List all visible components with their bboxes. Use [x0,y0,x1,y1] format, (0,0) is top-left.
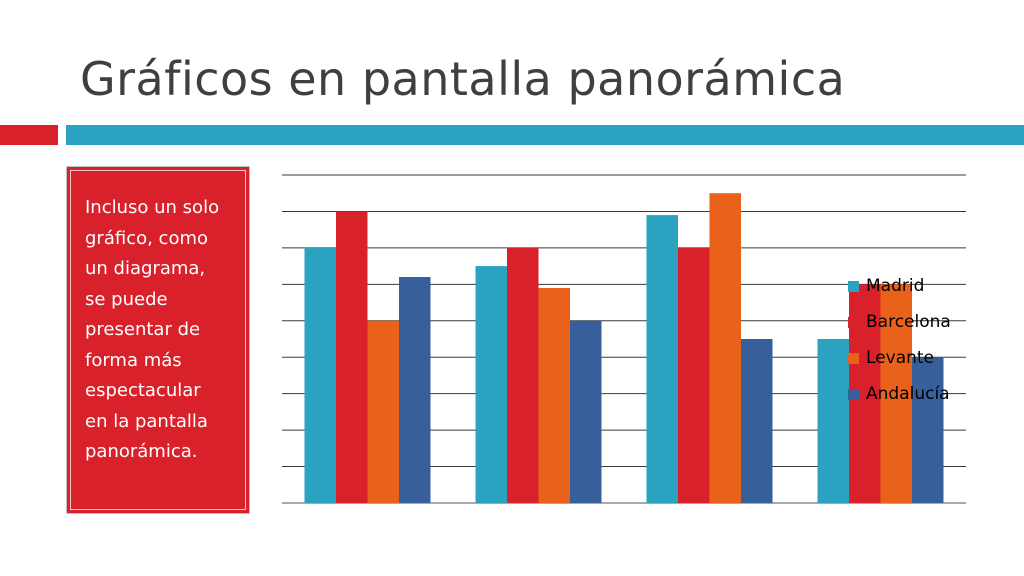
bar [817,339,849,503]
bar [880,284,912,503]
bar [646,215,678,503]
bar [475,266,507,503]
slide-title: Gráficos en pantalla panorámica [80,52,846,106]
legend-label: Madrid [866,276,924,296]
bar [678,247,710,503]
legend-swatch [848,317,859,328]
callout-text: Incluso un solo gráfico, como un diagram… [85,197,220,462]
bar [507,247,539,503]
bar [912,357,944,503]
bar [538,288,570,503]
bar [304,247,336,503]
legend-swatch [848,353,859,364]
legend-label: Levante [866,348,934,368]
legend-label: Andalucía [866,384,950,404]
legend-swatch [848,389,859,400]
bar [367,320,399,503]
bar [709,193,741,503]
bar [399,277,431,503]
bar [741,339,773,503]
title-rule-blue [66,125,1024,145]
legend-swatch [848,281,859,292]
legend-label: Barcelona [866,312,951,332]
callout-box: Incluso un solo gráfico, como un diagram… [66,166,250,514]
bar [570,320,602,503]
bar [336,211,368,503]
title-rule-red [0,125,58,145]
